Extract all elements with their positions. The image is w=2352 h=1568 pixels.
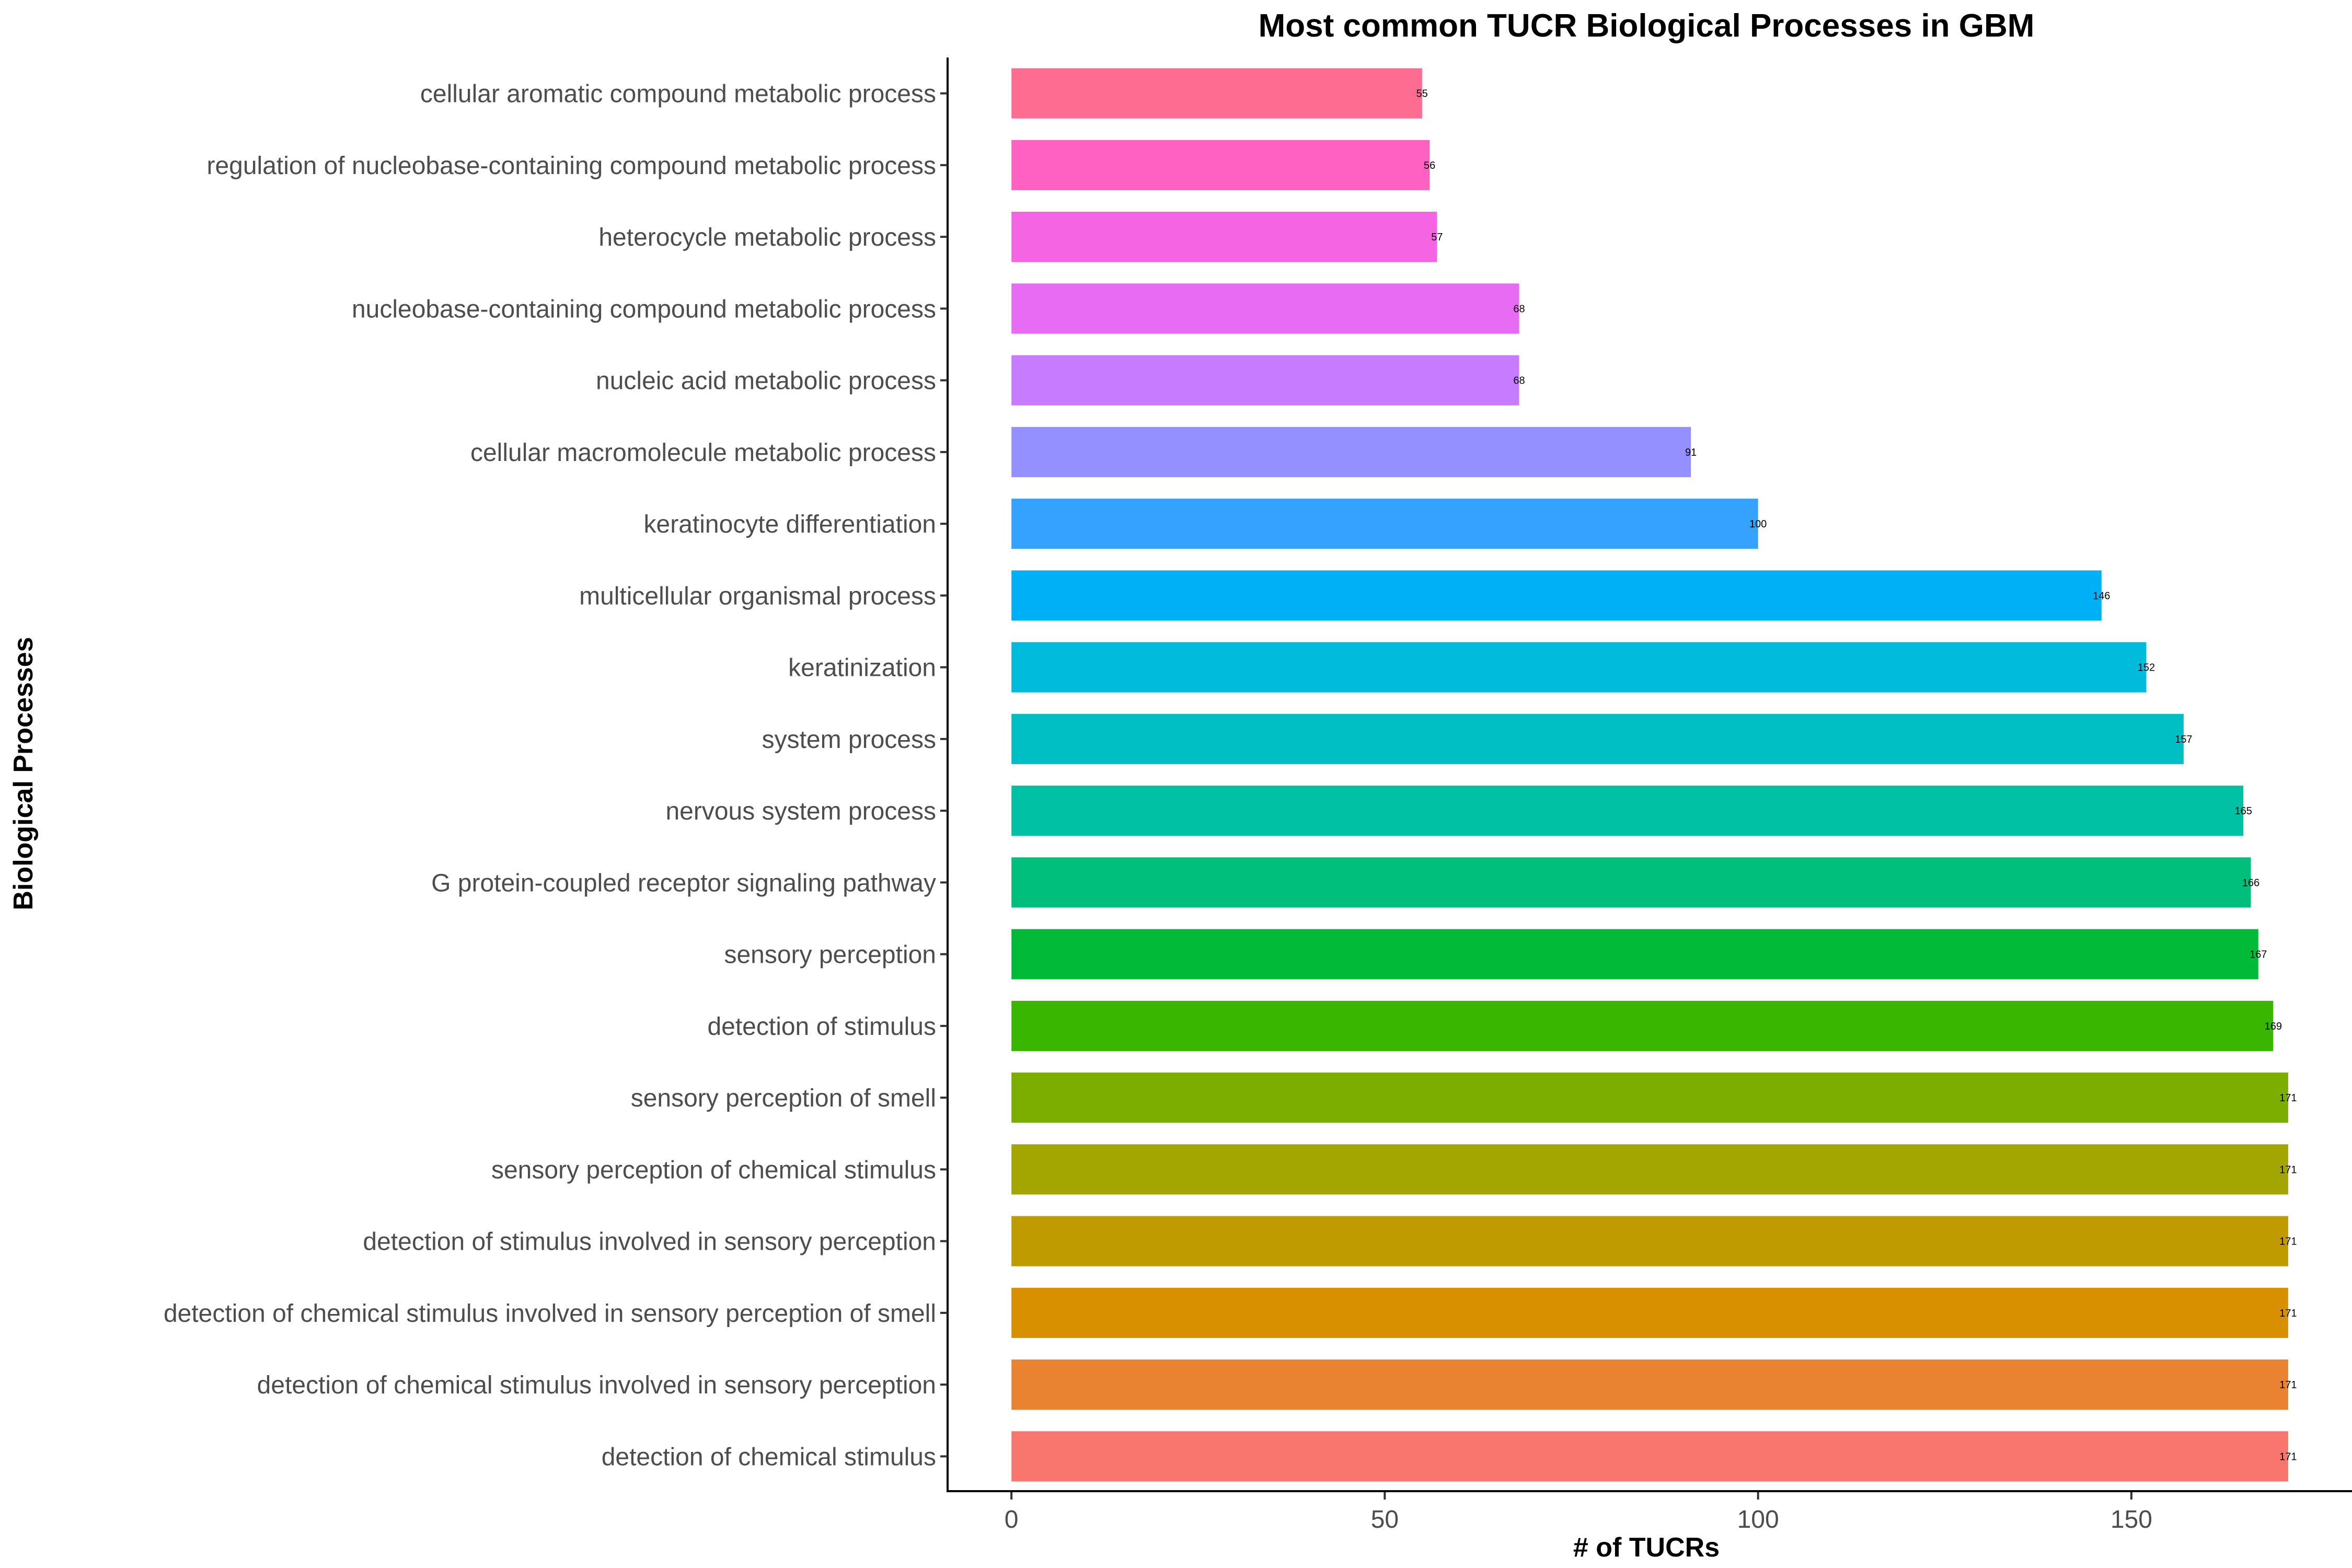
data-label: 146	[2093, 590, 2110, 602]
data-label: 171	[2279, 1308, 2297, 1319]
bar	[1011, 1216, 2288, 1266]
category-labels: cellular aromatic compound metabolic pro…	[164, 80, 936, 1471]
x-tick-label: 150	[2111, 1506, 2152, 1534]
bar	[1011, 1000, 2274, 1051]
category-label: heterocycle metabolic process	[598, 224, 936, 251]
category-label: system process	[762, 726, 936, 754]
data-label: 152	[2138, 662, 2155, 674]
category-label: multicellular organismal process	[579, 582, 936, 610]
data-label: 167	[2250, 949, 2267, 961]
data-label: 55	[1416, 88, 1428, 100]
chart-title: Most common TUCR Biological Processes in…	[1259, 8, 2035, 44]
x-axis	[947, 1490, 2352, 1500]
data-label: 171	[2279, 1164, 2297, 1175]
bar	[1011, 499, 1758, 549]
category-label: sensory perception	[724, 941, 936, 969]
x-tick-label: 50	[1371, 1506, 1399, 1534]
data-label: 169	[2265, 1021, 2282, 1032]
category-label: detection of chemical stimulus	[602, 1443, 936, 1471]
bar	[1011, 929, 2258, 979]
bar	[1011, 283, 1519, 334]
y-axis	[940, 57, 949, 1492]
data-label: 91	[1685, 447, 1697, 458]
category-label: nucleic acid metabolic process	[596, 367, 936, 395]
x-tick-label: 100	[1737, 1506, 1779, 1534]
category-label: detection of stimulus	[707, 1013, 936, 1041]
bar	[1011, 1431, 2288, 1482]
y-axis-title: Biological Processes	[8, 637, 39, 910]
bar	[1011, 68, 1422, 119]
bar	[1011, 1144, 2288, 1195]
data-label: 171	[2279, 1092, 2297, 1104]
data-label: 166	[2242, 877, 2259, 889]
bar	[1011, 140, 1430, 190]
category-label: cellular macromolecule metabolic process	[470, 439, 936, 467]
category-label: detection of chemical stimulus involved …	[164, 1300, 936, 1328]
data-label: 100	[1749, 518, 1767, 530]
data-label: 171	[2279, 1451, 2297, 1462]
bar	[1011, 857, 2251, 908]
bar	[1011, 355, 1519, 406]
data-label: 171	[2279, 1379, 2297, 1391]
data-label: 165	[2234, 805, 2252, 817]
bar	[1011, 786, 2244, 836]
x-axis-title: # of TUCRs	[1573, 1532, 1720, 1563]
bar	[1011, 212, 1437, 262]
category-label: nervous system process	[665, 798, 936, 825]
data-label: 57	[1431, 232, 1443, 243]
bar	[1011, 713, 2184, 764]
bars-layer	[1011, 68, 2288, 1482]
bar	[1011, 570, 2102, 621]
x-tick-labels: 0 50 100 150	[1005, 1506, 2152, 1534]
category-label: keratinization	[788, 654, 936, 682]
data-label: 157	[2175, 734, 2192, 745]
bar	[1011, 1073, 2288, 1123]
category-label: detection of chemical stimulus involved …	[257, 1371, 936, 1399]
bar	[1011, 426, 1691, 477]
x-tick-label: 0	[1005, 1506, 1019, 1534]
data-label: 68	[1513, 303, 1525, 315]
data-label: 171	[2279, 1236, 2297, 1248]
bar	[1011, 642, 2147, 693]
data-label: 56	[1424, 160, 1435, 171]
category-label: sensory perception of smell	[631, 1085, 936, 1112]
bar	[1011, 1287, 2288, 1338]
bar	[1011, 1359, 2288, 1410]
category-label: detection of stimulus involved in sensor…	[363, 1228, 936, 1256]
data-labels-layer: 55 56 57 68 68 91 100 146 152 157 165 166 167 169 171 1…	[1416, 88, 2297, 1463]
category-label: G protein-coupled receptor signaling pat…	[431, 869, 936, 897]
category-label: cellular aromatic compound metabolic pro…	[420, 80, 936, 108]
category-label: sensory perception of chemical stimulus	[491, 1156, 936, 1184]
category-label: keratinocyte differentiation	[644, 511, 936, 538]
category-label: regulation of nucleobase-containing comp…	[206, 152, 936, 180]
category-label: nucleobase-containing compound metabolic…	[352, 295, 936, 323]
data-label: 68	[1513, 375, 1525, 387]
